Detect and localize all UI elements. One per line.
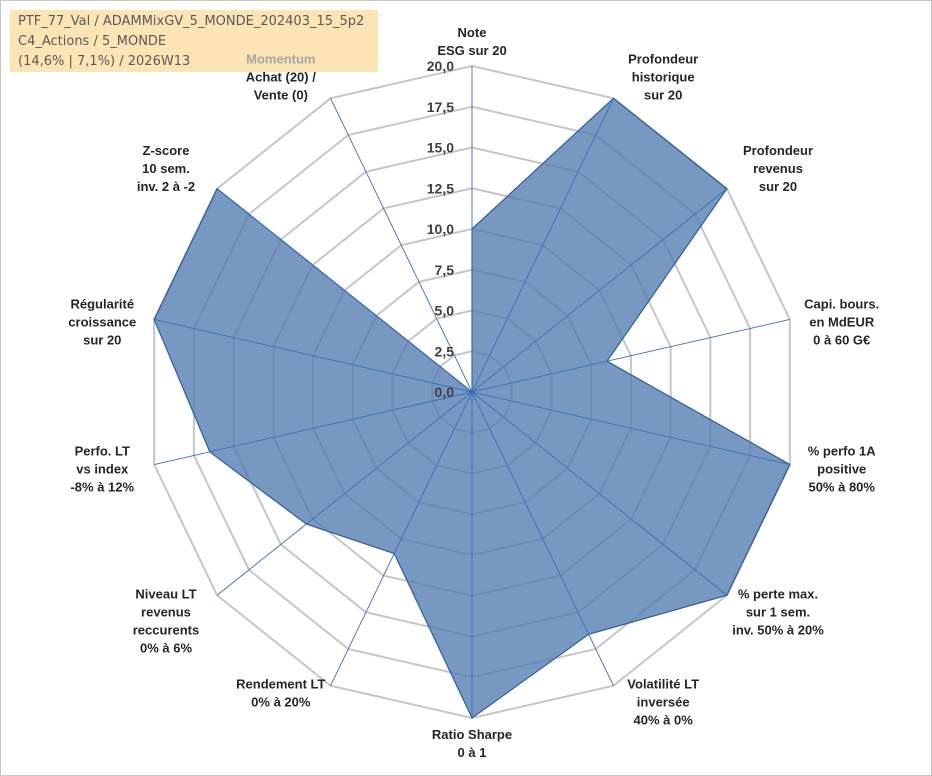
spoke-12 [216,188,473,393]
spoke-6 [471,391,614,686]
category-label-9-line-0: Niveau LT [135,586,196,601]
category-label-6: Volatilité LT inversée 40% à 0% [627,677,699,728]
category-label-6-line-0: Volatilité LT [627,677,699,692]
category-label-13-line-0: Momentum [246,52,315,67]
category-label-11-line-2: sur 20 [83,333,121,348]
category-label-10-line-0: Perfo. LT [75,443,130,458]
spoke-10 [154,391,473,465]
portfolio-line-3: (14,6% | 7,1%) / 2026W13 [18,54,191,69]
category-label-9-line-1: revenus [141,604,191,619]
tick-label-8: 20,0 [427,58,454,74]
category-label-9-line-3: 0% à 6% [140,640,192,655]
category-label-10-line-2: -8% à 12% [70,479,134,494]
tick-label-1: 2,5 [435,343,455,359]
category-label-12: Z-score 10 sem. inv. 2 à -2 [137,143,195,194]
category-label-1-line-2: sur 20 [644,88,682,103]
category-label-5: % perte max. sur 1 sem. inv. 50% à 20% [732,586,824,637]
spoke-2 [471,188,728,393]
spoke-5 [471,391,728,596]
category-label-12-line-0: Z-score [143,143,190,158]
category-label-11-line-1: croissance [68,315,136,330]
category-label-4-line-0: % perfo 1A [808,443,877,458]
category-label-11: Régularité croissance sur 20 [68,297,136,348]
portfolio-info-box: PTF_77_Val / ADAMMixGV_5_MONDE_202403_15… [10,10,378,72]
category-label-2: Profondeur revenus sur 20 [743,143,813,194]
spoke-8 [330,391,473,686]
category-label-12-line-1: 10 sem. [142,161,190,176]
tick-label-0: 0,0 [435,384,455,400]
category-label-1-line-1: historique [632,70,695,85]
category-label-3: Capi. bours. en MdEUR 0 à 60 G€ [804,297,879,348]
category-label-11-line-0: Régularité [70,297,134,312]
category-label-9: Niveau LT revenus reccurents 0% à 6% [133,586,199,655]
radar-spokes [154,66,790,718]
tick-label-5: 12,5 [427,180,454,196]
spoke-13 [330,98,473,393]
tick-label-6: 15,0 [427,140,454,156]
category-label-13-line-2: Vente (0) [254,88,308,103]
category-label-13: Momentum Achat (20) / Vente (0) [246,52,316,103]
category-label-5-line-0: % perte max. [738,586,818,601]
category-label-2-line-0: Profondeur [743,143,813,158]
category-label-3-line-0: Capi. bours. [804,297,879,312]
spoke-11 [154,319,473,393]
category-label-0-line-1: ESG sur 20 [437,43,506,58]
category-label-8-line-1: 0% à 20% [251,695,311,710]
category-label-8: Rendement LT 0% à 20% [236,677,325,710]
category-label-1-line-0: Profondeur [628,52,698,67]
category-label-4: % perfo 1A positive 50% à 80% [808,443,877,494]
category-label-12-line-2: inv. 2 à -2 [137,179,195,194]
category-label-7-line-0: Ratio Sharpe [432,727,512,742]
tick-label-7: 17,5 [427,99,454,115]
category-label-0: Note ESG sur 20 [437,25,506,58]
category-label-9-line-2: reccurents [133,622,199,637]
category-label-7: Ratio Sharpe 0 à 1 [432,727,512,760]
spoke-9 [216,391,473,596]
spoke-1 [471,98,614,393]
portfolio-line-1: PTF_77_Val / ADAMMixGV_5_MONDE_202403_15… [18,14,365,29]
category-label-5-line-1: sur 1 sem. [746,604,810,619]
category-label-3-line-1: en MdEUR [809,315,875,330]
category-label-13-line-1: Achat (20) / [246,70,316,85]
category-label-10: Perfo. LT vs index -8% à 12% [70,443,134,494]
spoke-3 [471,319,790,393]
tick-label-4: 10,0 [427,221,454,237]
spoke-4 [471,391,790,465]
category-label-4-line-2: 50% à 80% [808,479,875,494]
category-label-8-line-0: Rendement LT [236,677,325,692]
category-label-2-line-2: sur 20 [759,179,797,194]
tick-label-2: 5,0 [435,303,455,319]
category-label-6-line-1: inversée [637,695,690,710]
portfolio-line-2: C4_Actions / 5_MONDE [18,34,167,49]
category-label-10-line-1: vs index [76,461,129,476]
category-label-2-line-1: revenus [753,161,803,176]
tick-label-3: 7,5 [435,262,455,278]
category-label-3-line-2: 0 à 60 G€ [813,333,870,348]
category-label-0-line-0: Note [458,25,487,40]
category-label-1: Profondeur historique sur 20 [628,52,698,103]
category-label-4-line-1: positive [817,461,866,476]
category-label-6-line-2: 40% à 0% [634,713,694,728]
category-label-5-line-2: inv. 50% à 20% [732,622,824,637]
category-label-7-line-1: 0 à 1 [458,745,487,760]
